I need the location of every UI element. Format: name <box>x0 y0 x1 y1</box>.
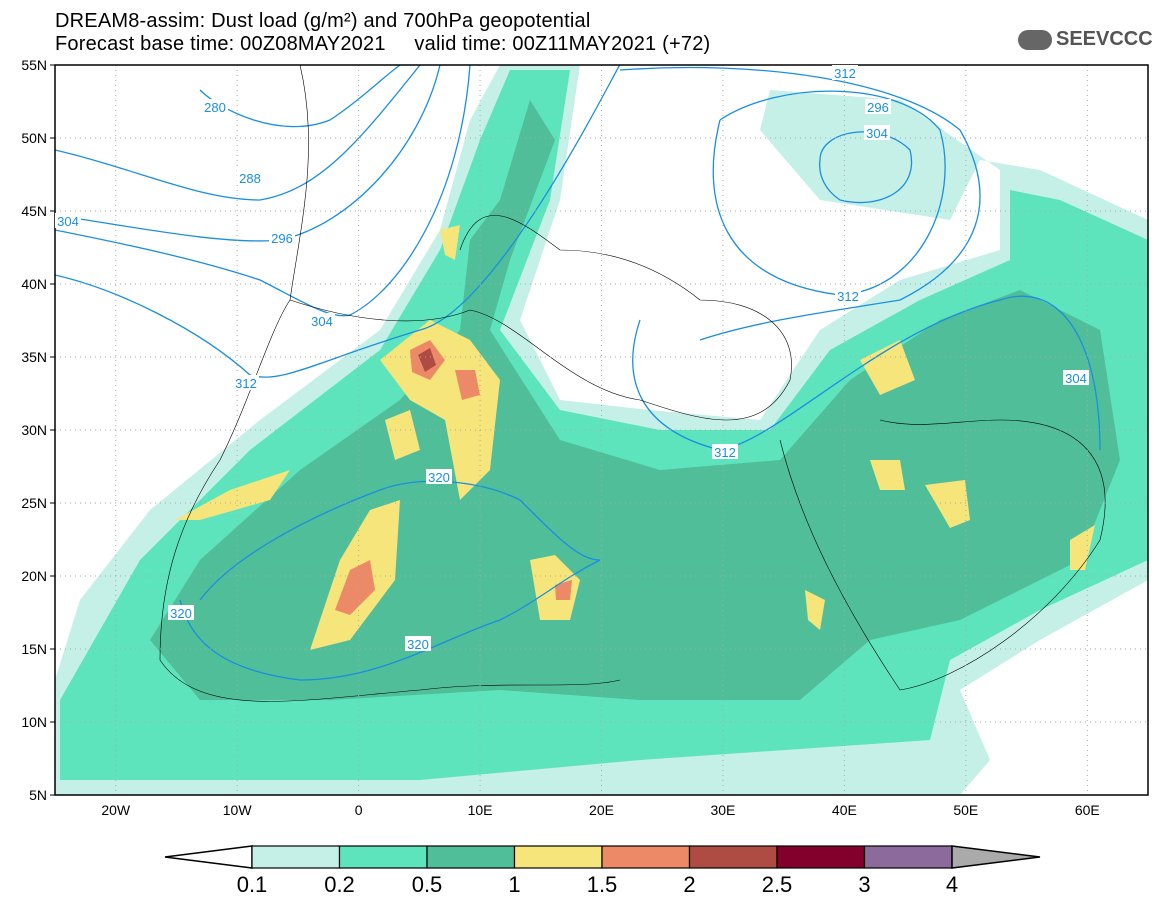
contour-label-bg <box>712 444 738 459</box>
colorbar-swatch <box>863 845 953 869</box>
colorbar-swatch <box>251 845 341 869</box>
contour-label-bg <box>168 605 194 620</box>
colorbar: 0.1 0.2 0.5 1 1.5 2 2.5 3 4 <box>164 845 1041 897</box>
lat-label: 40N <box>21 276 47 292</box>
colorbar-label: 4 <box>946 872 958 897</box>
colorbar-swatch <box>688 845 778 869</box>
colorbar-label: 2 <box>683 872 695 897</box>
contour-labels: 280 288 296 304 304 312 320 320 320 312 312 304 296 3… <box>55 65 1089 652</box>
lat-label: 20N <box>21 568 47 584</box>
contour-label-bg <box>233 375 259 390</box>
lon-label: 10W <box>223 802 253 818</box>
contour-label-bg <box>1063 370 1089 385</box>
dust-orange <box>335 340 572 615</box>
contour-label: 312 <box>837 289 859 304</box>
colorbar-label: 1.5 <box>587 872 618 897</box>
contour-label-bg <box>269 230 295 245</box>
contour-label-bg <box>309 313 335 328</box>
contour-label: 296 <box>271 231 293 246</box>
lon-label: 20W <box>101 802 131 818</box>
lat-label: 30N <box>21 422 47 438</box>
contour-label: 304 <box>311 314 333 329</box>
lat-label: 10N <box>21 714 47 730</box>
logo-text: SEEVCCC <box>1056 28 1153 50</box>
lon-label: 60E <box>1075 802 1100 818</box>
contour-label-bg <box>832 65 858 80</box>
dust-brown <box>418 348 436 372</box>
lat-label: 5N <box>29 787 47 803</box>
lat-label: 35N <box>21 349 47 365</box>
colorbar-swatch <box>426 845 516 869</box>
colorbar-swatch <box>513 845 603 869</box>
map-subtitle: Forecast base time: 00Z08MAY2021 valid t… <box>55 33 711 55</box>
contour-label-bg <box>865 99 891 114</box>
colorbar-label: 3 <box>858 872 870 897</box>
contour-label: 296 <box>867 100 889 115</box>
lon-label: 40E <box>832 802 857 818</box>
geopotential-contours <box>55 65 1101 681</box>
lon-label: 30E <box>710 802 735 818</box>
contour-label: 312 <box>235 376 257 391</box>
contour-label-bg <box>405 636 431 651</box>
gridlines <box>55 65 1148 795</box>
contour-label: 288 <box>239 171 261 186</box>
colorbar-swatch <box>601 845 691 869</box>
contour-label-bg <box>55 213 81 228</box>
map-title: DREAM8-assim: Dust load (g/m²) and 700hP… <box>55 10 591 32</box>
lat-label: 55N <box>21 57 47 73</box>
contour-label-bg <box>835 288 861 303</box>
contour-label: 320 <box>428 470 450 485</box>
contour-label: 312 <box>714 445 736 460</box>
lat-label: 25N <box>21 495 47 511</box>
colorbar-label: 0.2 <box>324 872 355 897</box>
colorbar-label: 2.5 <box>762 872 793 897</box>
contour-label-bg <box>426 469 452 484</box>
colorbar-label: 0.1 <box>237 872 268 897</box>
contour-label-bg <box>864 125 890 140</box>
colorbar-high-arrow <box>951 845 1041 869</box>
contour-label-bg <box>202 99 228 114</box>
lat-label: 45N <box>21 203 47 219</box>
lat-axis: 55N 50N 45N 40N 35N 30N 25N 20N 15N 10N 5N <box>21 57 55 803</box>
colorbar-label: 1 <box>508 872 520 897</box>
colorbar-label: 0.5 <box>412 872 443 897</box>
seevccc-logo: SEEVCCC <box>1018 28 1153 51</box>
lon-axis: 20W 10W 0 10E 20E 30E 40E 50E 60E <box>101 802 1099 818</box>
lon-label: 20E <box>589 802 614 818</box>
cloud-icon <box>1018 29 1052 50</box>
lon-label: 50E <box>953 802 978 818</box>
coastlines <box>159 65 1106 702</box>
lat-label: 15N <box>21 641 47 657</box>
lon-label: 10E <box>468 802 493 818</box>
contour-label: 304 <box>1065 371 1087 386</box>
contour-label-bg <box>237 170 263 185</box>
colorbar-low-arrow <box>164 845 253 869</box>
contour-label: 280 <box>204 100 226 115</box>
contour-label: 304 <box>57 214 79 229</box>
contour-label: 312 <box>834 66 856 81</box>
lon-label: 0 <box>355 802 363 818</box>
colorbar-swatch <box>776 845 866 869</box>
contour-label: 320 <box>170 606 192 621</box>
lat-label: 50N <box>21 130 47 146</box>
colorbar-swatch <box>338 845 428 869</box>
contour-label: 304 <box>866 126 888 141</box>
contour-label: 320 <box>407 637 429 652</box>
